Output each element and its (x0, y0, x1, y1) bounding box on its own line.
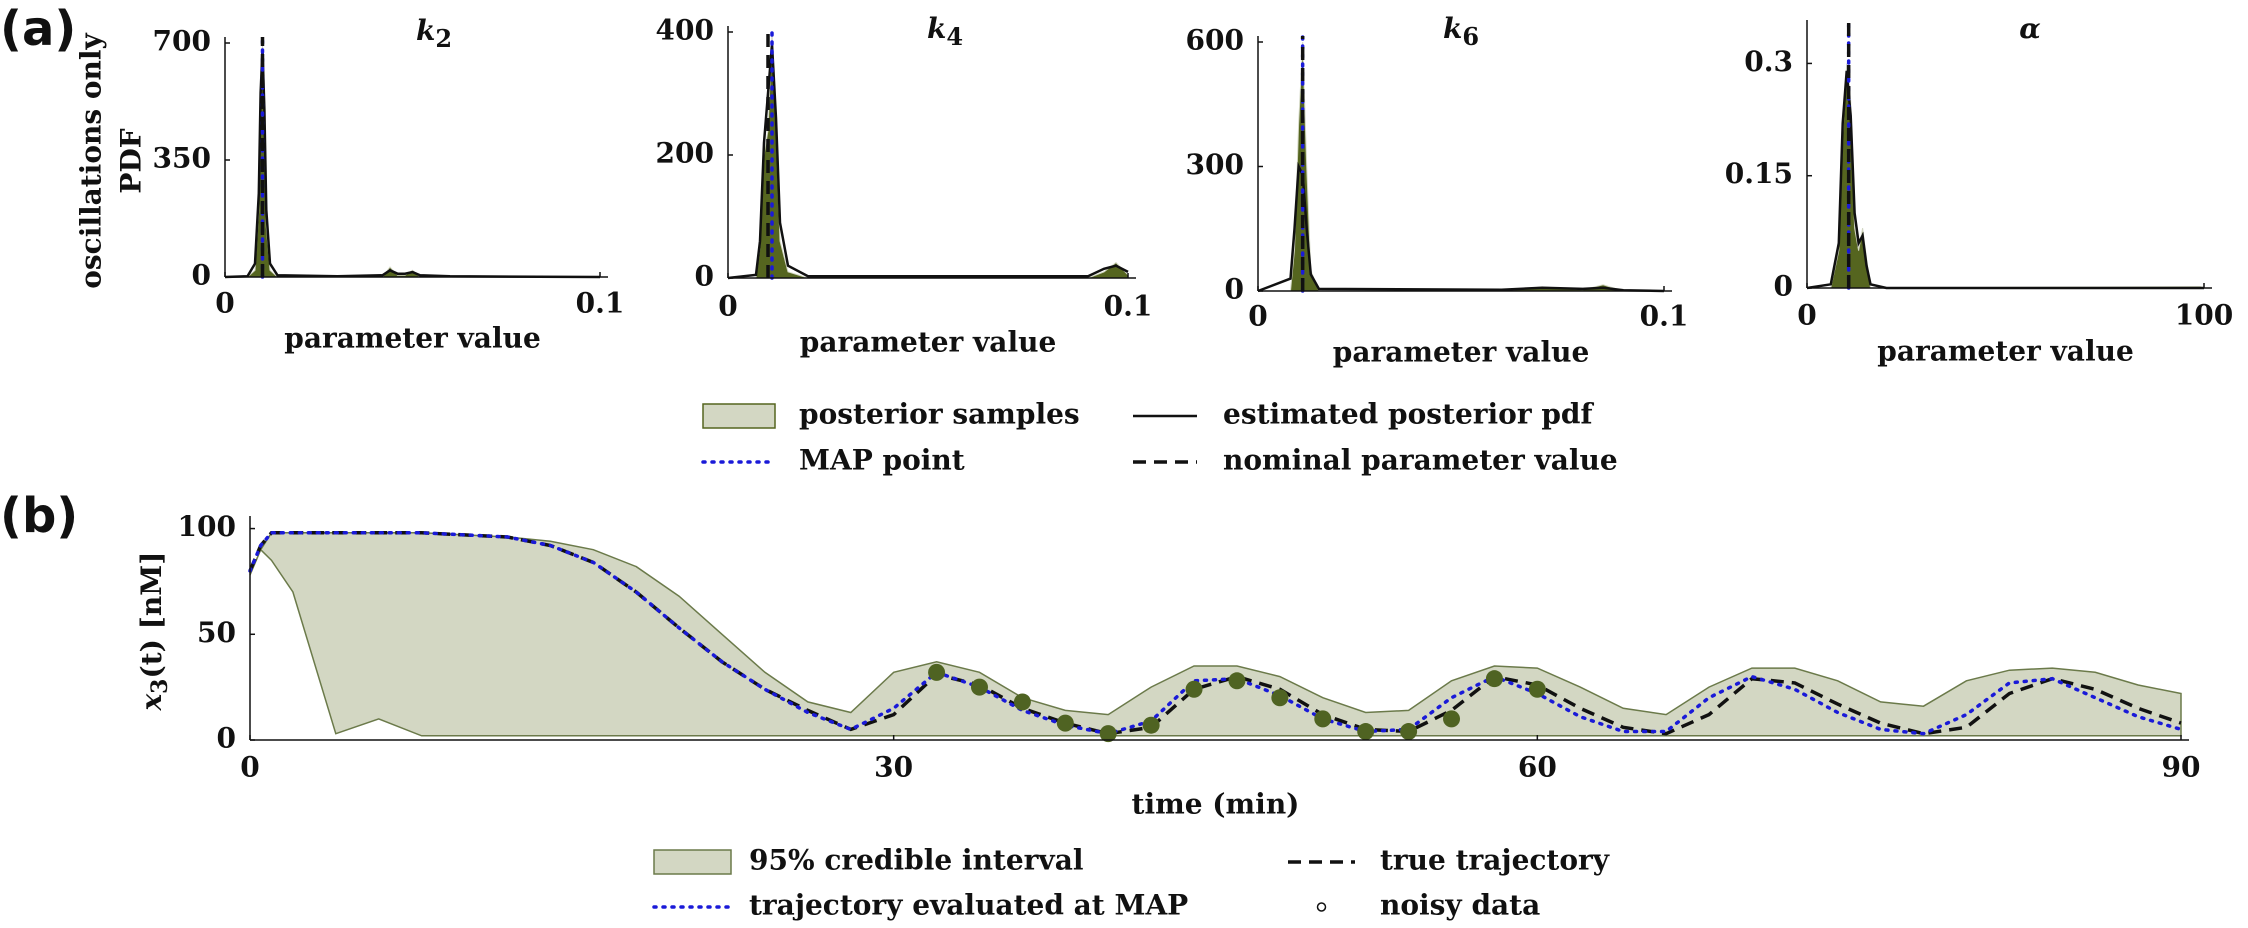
title-subscript: 4 (946, 22, 963, 51)
line (248, 531, 2183, 736)
y-tick-label: 300 (1186, 148, 1244, 181)
panel-label: (a) (0, 1, 76, 57)
title-subscript: 2 (435, 24, 452, 53)
x-axis-label: parameter value (284, 322, 541, 355)
x-tick-label: 100 (2175, 299, 2233, 332)
x-axis-label: parameter value (1333, 336, 1590, 369)
y-tick-label: 0.15 (1725, 157, 1793, 190)
x-tick-label: 0 (1797, 299, 1816, 332)
y-axis-label: oscillations only (75, 32, 108, 288)
legend-label: nominal parameter value (1223, 444, 1618, 477)
legend-label: trajectory evaluated at MAP (749, 889, 1188, 922)
legend-swatch (653, 849, 732, 875)
y-tick-label: 0 (217, 722, 236, 755)
data-point (928, 663, 946, 681)
data-point (1528, 680, 1546, 698)
x-tick-label: 0.1 (1104, 290, 1153, 323)
x-tick-label: 0 (1248, 300, 1267, 333)
y-label-main: x (135, 694, 168, 712)
y-tick-label: 200 (656, 137, 714, 170)
data-point (1228, 672, 1246, 690)
y-label-subscript: 3 (147, 679, 173, 694)
x-tick-label: 90 (2162, 751, 2201, 784)
data-point (1142, 716, 1160, 734)
x-axis-label: parameter value (800, 326, 1057, 359)
data-point (1056, 714, 1074, 732)
line (1257, 161, 1665, 293)
data-point (1314, 710, 1332, 728)
x-axis-label: time (min) (1132, 788, 1300, 821)
y-tick-label: 0.3 (1744, 45, 1793, 78)
chart-title: k2 (416, 14, 452, 53)
credible-band (249, 532, 2182, 737)
x-tick-label: 0.1 (576, 287, 625, 320)
y-axis-label: PDF (115, 128, 148, 193)
y-tick-label: 700 (153, 25, 211, 58)
x-tick-label: 0 (718, 290, 737, 323)
y-label-suffix: (t) [nM] (135, 551, 168, 678)
panel-label: (b) (0, 488, 78, 544)
x-tick-label: 30 (874, 751, 913, 784)
x-tick-label: 60 (1518, 751, 1557, 784)
line (727, 44, 1129, 280)
y-tick-label: 0 (1774, 270, 1793, 303)
title-main: k (1443, 12, 1462, 45)
title-subscript: 6 (1462, 22, 1479, 51)
legend-label: MAP point (799, 444, 965, 477)
legend-label: true trajectory (1380, 844, 1610, 877)
data-point (1357, 723, 1375, 741)
y-tick-label: 0 (1225, 273, 1244, 306)
title-main: k (927, 12, 946, 45)
legend-label: estimated posterior pdf (1223, 398, 1594, 431)
x-tick-label: 0.1 (1640, 300, 1689, 333)
y-tick-label: 350 (153, 142, 211, 175)
y-tick-label: 0 (695, 260, 714, 293)
data-point (1400, 723, 1418, 741)
data-point (1271, 689, 1289, 707)
title-main: α (2019, 12, 2041, 45)
x-axis-label: parameter value (1877, 335, 2134, 368)
y-tick-label: 0 (192, 259, 211, 292)
chart-title: k6 (1443, 12, 1479, 51)
y-tick-label: 100 (178, 510, 236, 543)
legend-marker (1316, 902, 1327, 912)
data-point (1185, 680, 1203, 698)
x-tick-label: 0 (215, 287, 234, 320)
y-tick-label: 400 (656, 14, 714, 47)
legend-swatch (702, 403, 776, 429)
chart-title: k4 (927, 12, 963, 51)
data-point (970, 678, 988, 696)
y-axis-label: x3(t) [nM] (135, 551, 174, 711)
y-tick-label: 600 (1186, 24, 1244, 57)
legend-label: posterior samples (799, 398, 1080, 431)
data-point (1099, 725, 1117, 743)
title-main: k (416, 14, 435, 47)
data-point (1485, 670, 1503, 688)
y-tick-label: 50 (197, 616, 236, 649)
data-point (1013, 693, 1031, 711)
chart-title: α (2019, 12, 2041, 45)
legend-label: 95% credible interval (749, 844, 1083, 877)
legend-label: noisy data (1380, 889, 1540, 922)
line (224, 49, 601, 279)
x-tick-label: 0 (240, 751, 259, 784)
data-point (1443, 710, 1461, 728)
